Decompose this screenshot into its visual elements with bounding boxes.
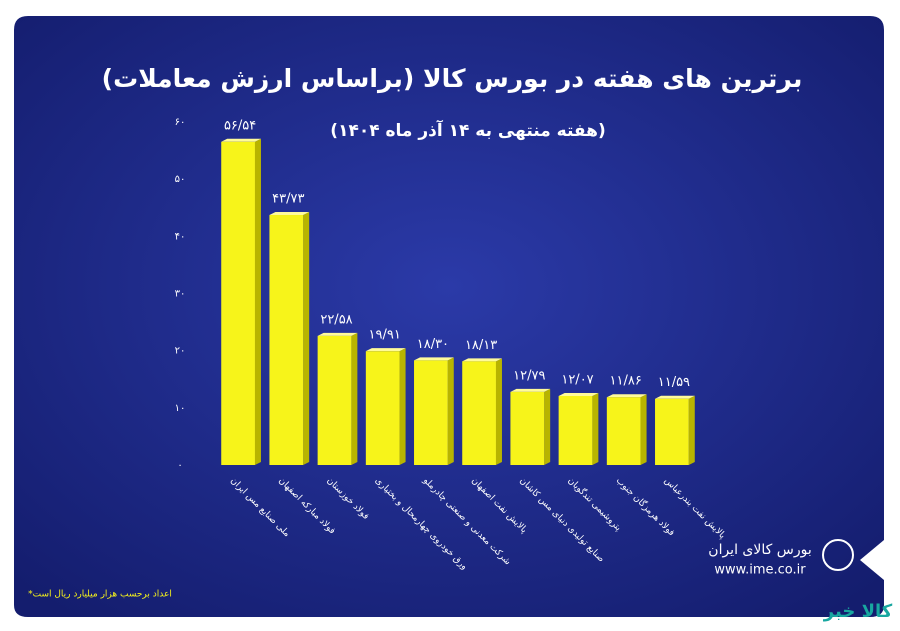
- bar-side: [640, 394, 647, 465]
- bar: [414, 360, 448, 465]
- bar-side: [303, 212, 310, 465]
- bar: [606, 397, 641, 465]
- bar-side: [447, 357, 454, 465]
- value-label: ۱۸/۳۰: [417, 337, 449, 352]
- bar-side: [351, 332, 358, 465]
- background: [14, 16, 884, 617]
- chart-subtitle: (هفته منتهی به ۱۴ آذر ماه ۱۴۰۴): [330, 119, 605, 141]
- bar-top: [221, 138, 261, 142]
- value-label: ۵۶/۵۴: [224, 118, 256, 133]
- y-tick-label: ۶۰: [175, 117, 186, 128]
- bar-top: [510, 388, 551, 392]
- bar-top: [269, 212, 310, 216]
- bar: [221, 141, 255, 465]
- y-tick-label: ۴۰: [175, 231, 186, 242]
- bar: [655, 398, 689, 465]
- value-label: ۴۳/۷۳: [272, 192, 304, 207]
- logo-text: بورس کالای ایران: [708, 542, 811, 558]
- y-tick-label: ۳۰: [175, 289, 186, 300]
- value-label: ۱۲/۷۹: [513, 368, 545, 383]
- bar: [269, 215, 304, 465]
- value-label: ۲۲/۵۸: [320, 312, 352, 327]
- bar-top: [558, 392, 599, 396]
- bar-side: [688, 395, 695, 465]
- bar-side: [544, 388, 551, 465]
- bar-top: [414, 357, 454, 361]
- bar-top: [365, 348, 406, 352]
- bar-side: [592, 392, 599, 465]
- bar: [510, 391, 545, 465]
- bar-top: [462, 358, 502, 362]
- bar-side: [495, 358, 502, 465]
- bar-side: [254, 138, 261, 465]
- bar: [317, 335, 352, 465]
- value-label: ۱۸/۱۳: [465, 338, 497, 353]
- y-tick-label: ۰: [177, 460, 182, 471]
- value-label: ۱۲/۰۷: [561, 372, 593, 387]
- y-tick-label: ۵۰: [175, 174, 186, 185]
- value-label: ۱۹/۹۱: [369, 328, 401, 343]
- website: www.ime.co.ir: [714, 563, 806, 578]
- bar-top: [655, 395, 695, 399]
- bar-top: [317, 332, 358, 336]
- y-tick-label: ۲۰: [175, 346, 186, 357]
- bar-top: [606, 394, 647, 398]
- bar: [462, 361, 496, 465]
- logo-icon: [822, 539, 854, 571]
- footnote: *اعداد برحسب هزار میلیارد ریال است: [28, 590, 172, 600]
- value-label: ۱۱/۸۶: [610, 374, 642, 389]
- bar: [365, 351, 400, 465]
- chart-title: برترین های هفته در بورس کالا (براساس ارز…: [102, 64, 803, 94]
- bar-side: [399, 348, 406, 465]
- bar: [558, 395, 593, 465]
- y-tick-label: ۱۰: [175, 403, 186, 414]
- watermark: کالا خبر: [823, 601, 893, 622]
- value-label: ۱۱/۵۹: [658, 375, 690, 390]
